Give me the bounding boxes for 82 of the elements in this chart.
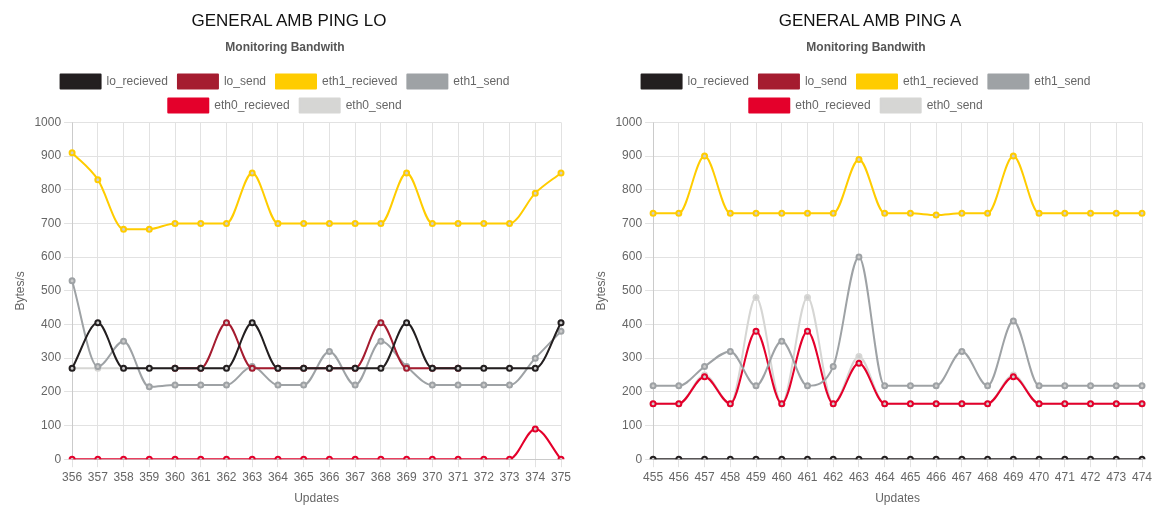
x-tick-label: 363: [242, 469, 263, 484]
legend-label: lo_send: [223, 73, 266, 88]
chart-subtitle: Monitoring Bandwith: [225, 39, 345, 54]
y-tick-label: 400: [622, 316, 643, 331]
x-tick-label: 367: [345, 469, 366, 484]
y-tick-label: 0: [635, 451, 643, 466]
x-tick-label: 463: [848, 469, 870, 484]
y-tick-label: 500: [622, 283, 643, 298]
x-tick-label: 364: [267, 469, 289, 484]
legend-label: eth1_recieved: [321, 73, 398, 88]
x-tick-label: 373: [499, 469, 520, 484]
legend-label: lo_recieved: [687, 73, 749, 88]
x-tick-label: 473: [1106, 469, 1127, 484]
x-tick-label: 374: [525, 469, 546, 484]
x-tick-label: 468: [977, 469, 998, 484]
chart-title: GENERAL AMB PING A: [778, 10, 962, 32]
legend-label: eth1_recieved: [902, 73, 979, 88]
y-tick-label: 900: [622, 148, 643, 163]
legend-label: lo_recieved: [106, 73, 168, 88]
x-tick-label: 474: [1131, 469, 1153, 484]
chart-subtitle: Monitoring Bandwith: [806, 39, 926, 54]
x-tick-label: 469: [1003, 469, 1024, 484]
x-tick-label: 457: [694, 469, 715, 484]
y-tick-label: 200: [41, 384, 62, 399]
y-tick-label: 600: [41, 249, 62, 264]
x-tick-label: 357: [87, 469, 109, 484]
legend-label: eth1_send: [453, 73, 510, 88]
x-tick-label: 358: [113, 469, 134, 484]
y-tick-label: 300: [41, 350, 62, 365]
x-tick-label: 461: [797, 469, 818, 484]
legend-label: eth0_recieved: [795, 97, 871, 112]
x-tick-label: 465: [900, 469, 921, 484]
x-tick-label: 366: [319, 469, 340, 484]
x-tick-label: 362: [216, 469, 237, 484]
x-tick-label: 466: [926, 469, 947, 484]
x-axis-title: Updates: [294, 491, 339, 506]
y-tick-label: 600: [622, 249, 643, 264]
x-tick-label: 372: [473, 469, 495, 484]
x-tick-label: 464: [874, 469, 896, 484]
y-axis-title: Bytes/s: [12, 271, 27, 311]
x-tick-label: 458: [720, 469, 741, 484]
x-tick-label: 370: [422, 469, 443, 484]
y-tick-label: 200: [622, 384, 643, 399]
y-tick-label: 0: [54, 451, 62, 466]
x-tick-label: 470: [1029, 469, 1050, 484]
x-tick-label: 460: [771, 469, 793, 484]
y-tick-label: 100: [41, 417, 62, 432]
x-tick-label: 375: [550, 469, 572, 484]
y-axis-title: Bytes/s: [593, 271, 608, 311]
y-tick-label: 800: [41, 182, 62, 197]
chart-title: GENERAL AMB PING LO: [191, 10, 387, 32]
legend-label: eth0_send: [345, 97, 402, 112]
y-tick-label: 700: [622, 215, 643, 230]
y-tick-label: 400: [41, 316, 62, 331]
x-axis-title: Updates: [875, 491, 920, 506]
y-tick-label: 700: [41, 215, 62, 230]
y-tick-label: 100: [622, 417, 643, 432]
x-tick-label: 472: [1080, 469, 1101, 484]
y-tick-label: 1000: [615, 114, 643, 129]
x-tick-label: 365: [293, 469, 315, 484]
legend-label: eth0_send: [926, 97, 983, 112]
x-tick-label: 369: [396, 469, 417, 484]
y-tick-label: 1000: [34, 114, 62, 129]
y-tick-label: 500: [41, 283, 62, 298]
y-tick-label: 800: [622, 182, 643, 197]
x-tick-label: 456: [668, 469, 690, 484]
y-tick-label: 300: [622, 350, 643, 365]
x-tick-label: 361: [190, 469, 212, 484]
legend-label: lo_send: [804, 73, 847, 88]
x-tick-label: 356: [62, 469, 83, 484]
legend-label: eth0_recieved: [214, 97, 290, 112]
x-tick-label: 467: [951, 469, 973, 484]
y-tick-label: 900: [41, 148, 62, 163]
x-tick-label: 471: [1054, 469, 1076, 484]
x-tick-label: 360: [165, 469, 186, 484]
x-tick-label: 368: [370, 469, 392, 484]
legend-label: eth1_send: [1034, 73, 1091, 88]
x-tick-label: 459: [746, 469, 767, 484]
x-tick-label: 371: [448, 469, 469, 484]
x-tick-label: 455: [643, 469, 664, 484]
x-tick-label: 462: [823, 469, 844, 484]
x-tick-label: 359: [139, 469, 160, 484]
